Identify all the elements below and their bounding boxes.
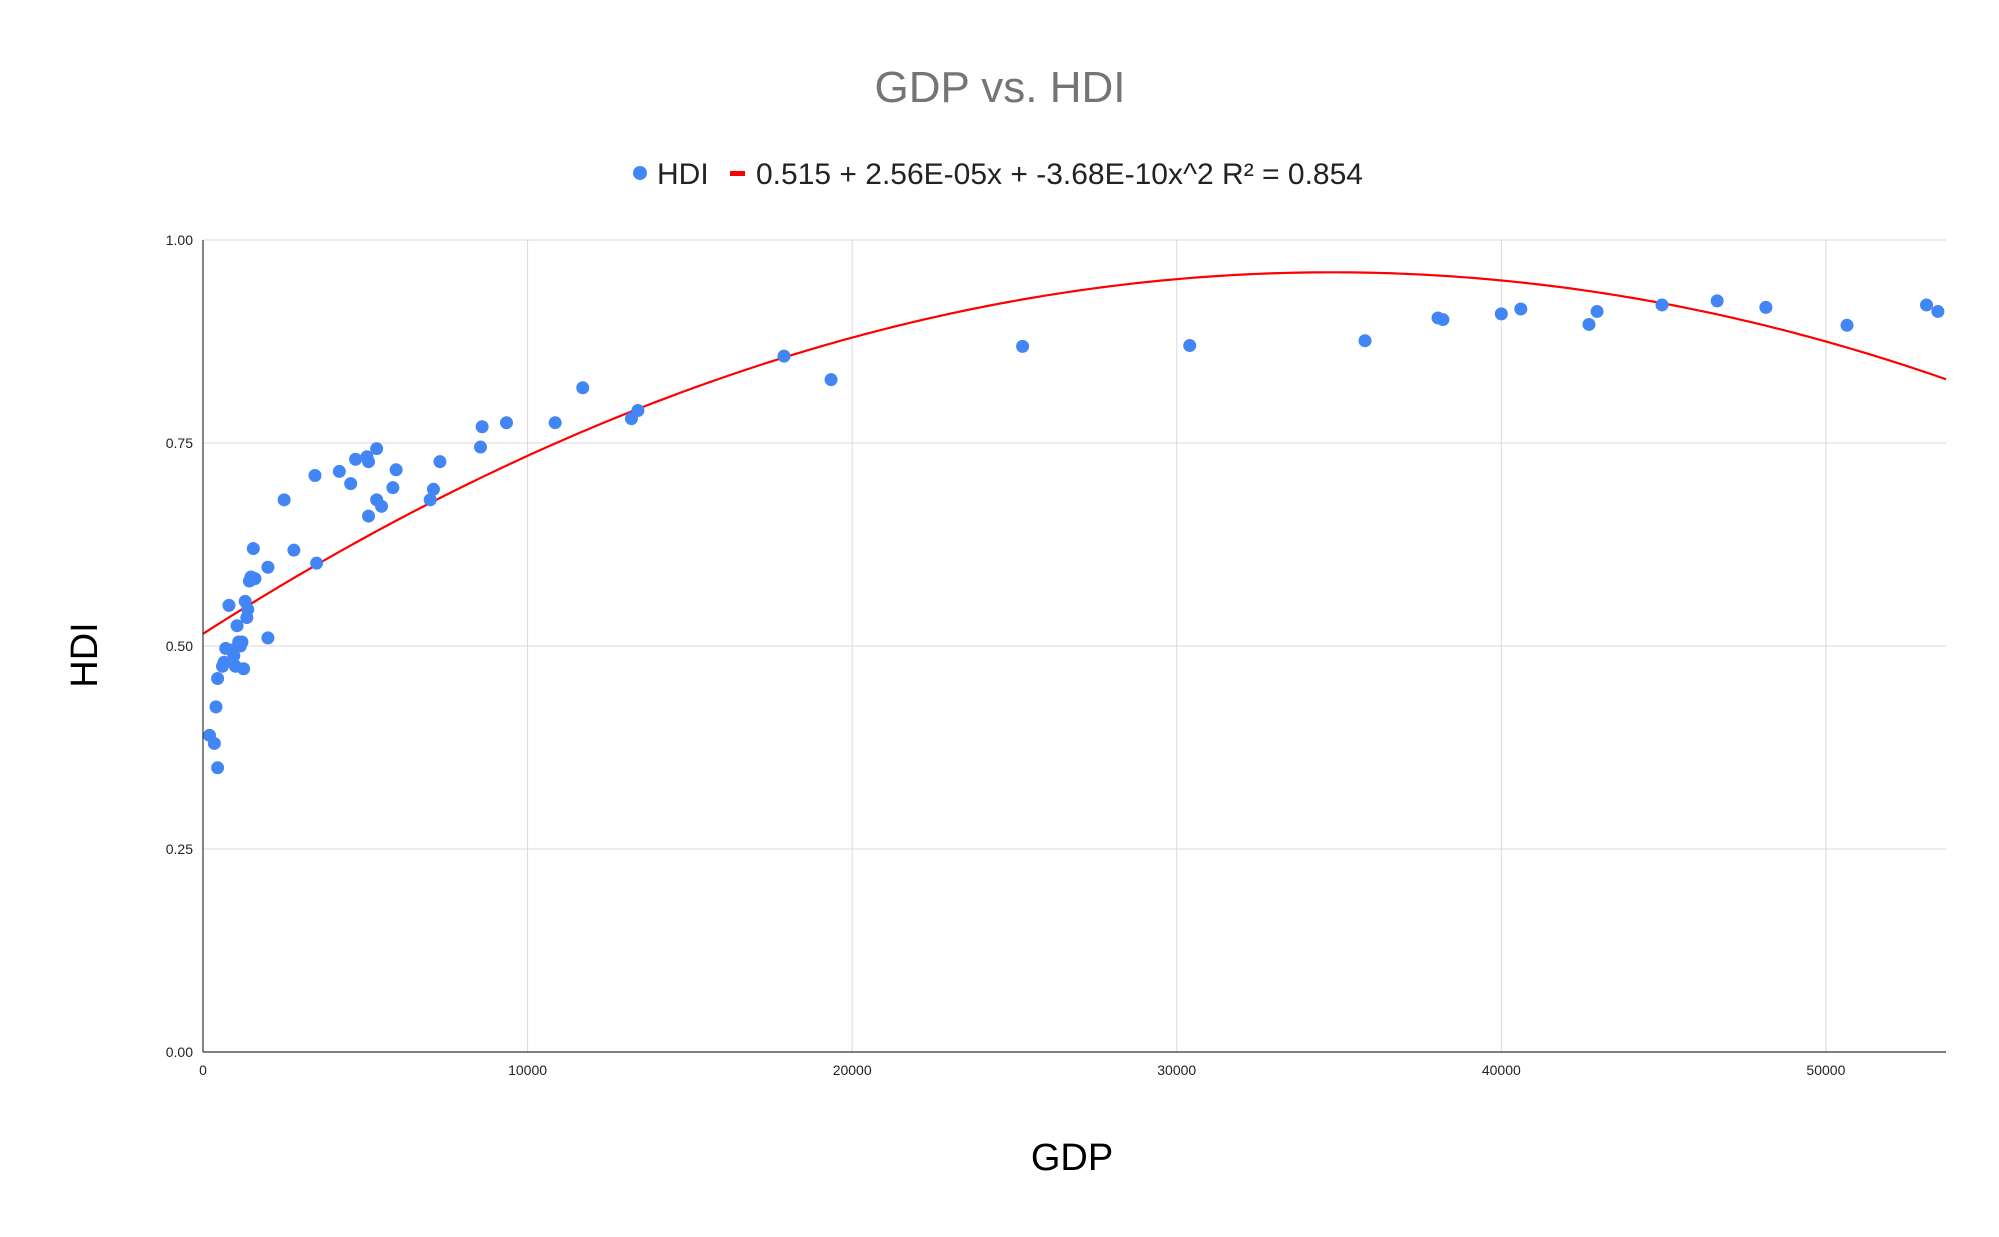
x-tick-label: 50000	[1806, 1062, 1845, 1078]
data-point	[375, 499, 389, 513]
data-point	[499, 416, 513, 430]
data-point	[349, 452, 363, 466]
y-tick-label: 1.00	[166, 232, 193, 248]
data-point	[1514, 302, 1528, 316]
x-tick-label: 40000	[1482, 1062, 1521, 1078]
data-point	[777, 349, 791, 363]
data-point	[1494, 307, 1508, 321]
data-point	[308, 468, 322, 482]
data-point	[386, 481, 400, 495]
data-point	[433, 455, 447, 469]
data-point	[207, 736, 221, 750]
x-tick-label: 0	[199, 1062, 207, 1078]
data-point	[1920, 298, 1934, 312]
data-point	[1016, 339, 1030, 353]
data-point	[287, 543, 301, 557]
data-point	[344, 477, 358, 491]
data-point	[474, 440, 488, 454]
data-points	[202, 294, 1945, 775]
data-point	[548, 416, 562, 430]
data-point	[1655, 298, 1669, 312]
data-point	[1759, 300, 1773, 314]
data-point	[1582, 317, 1596, 331]
data-point	[1183, 339, 1197, 353]
y-axis-title: HDI	[64, 622, 106, 687]
data-point	[389, 463, 403, 477]
data-point	[576, 381, 590, 395]
legend-hdi-marker	[633, 166, 647, 180]
data-point	[230, 619, 244, 633]
axes	[202, 240, 1946, 1053]
data-point	[824, 373, 838, 387]
x-axis-title: GDP	[1031, 1137, 1113, 1179]
data-point	[261, 631, 275, 645]
data-point	[475, 420, 489, 434]
data-point	[261, 560, 275, 574]
data-point	[217, 655, 231, 669]
legend-trendline-marker	[730, 171, 745, 176]
data-point	[209, 700, 223, 714]
data-point	[426, 482, 440, 496]
data-point	[362, 509, 376, 523]
data-point	[211, 671, 225, 685]
data-point	[1590, 304, 1604, 318]
x-tick-label: 10000	[508, 1062, 547, 1078]
x-tick-label: 20000	[833, 1062, 872, 1078]
data-point	[1840, 318, 1854, 332]
data-point	[631, 404, 645, 418]
legend: HDI 0.515 + 2.56E-05x + -3.68E-10x^2 R² …	[633, 158, 1363, 191]
data-point	[423, 493, 437, 507]
trendline-layer	[202, 271, 1947, 635]
data-point	[370, 442, 384, 456]
y-tick-label: 0.25	[166, 841, 193, 857]
data-point	[1931, 304, 1945, 318]
data-point	[241, 602, 255, 616]
data-point	[1358, 334, 1372, 348]
y-tick-label: 0.00	[166, 1044, 193, 1060]
data-point	[235, 635, 249, 649]
chart-title: GDP vs. HDI	[874, 63, 1125, 112]
data-point	[362, 455, 376, 469]
trendline-curve	[202, 271, 1947, 635]
data-point	[237, 662, 251, 676]
data-point	[277, 493, 291, 507]
data-point	[222, 598, 236, 612]
data-point	[310, 556, 324, 570]
tick-labels: 0 10000 20000 30000 40000 50000 0.00 0.25 0.50 0.…	[166, 232, 1846, 1078]
data-point	[332, 464, 346, 478]
x-tick-label: 30000	[1157, 1062, 1196, 1078]
legend-trendline-label: 0.515 + 2.56E-05x + -3.68E-10x^2 R² = 0.…	[756, 158, 1363, 191]
data-point	[1710, 294, 1724, 308]
y-tick-label: 0.75	[166, 435, 193, 451]
data-point	[248, 572, 262, 586]
data-point	[246, 542, 260, 556]
legend-hdi-label: HDI	[657, 158, 709, 191]
data-point	[227, 649, 241, 663]
gridlines	[203, 239, 1946, 1052]
data-point	[1436, 313, 1450, 327]
y-tick-label: 0.50	[166, 638, 193, 654]
data-point	[211, 761, 225, 775]
